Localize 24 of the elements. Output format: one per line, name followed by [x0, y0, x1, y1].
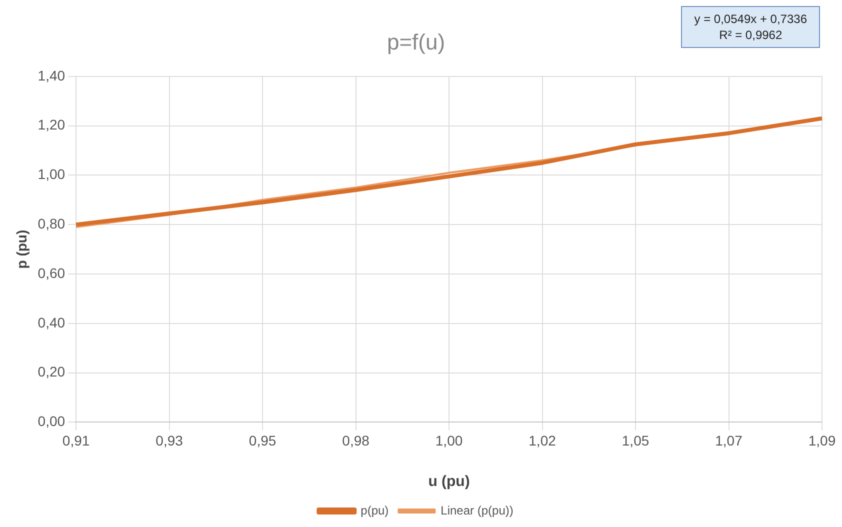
y-tick-label: 1,40 [38, 67, 66, 84]
y-tick-label: 1,20 [38, 116, 66, 133]
y-tick-label: 0,20 [38, 364, 66, 380]
legend-label: Linear (p(pu)) [440, 503, 514, 518]
x-tick-label: 1,07 [715, 432, 743, 448]
x-tick-label: 0,95 [248, 432, 276, 448]
y-tick-label: 1,00 [38, 166, 66, 182]
x-tick-label: 0,98 [342, 432, 370, 448]
x-tick-label: 0,93 [156, 432, 184, 448]
y-tick-label: 0,60 [38, 264, 66, 281]
legend-label: p(pu) [360, 503, 389, 518]
x-tick-label: 1,05 [622, 432, 650, 448]
x-tick-label: 1,02 [528, 432, 556, 448]
chart-title: p=f(u) [386, 29, 446, 54]
x-axis-title: u (pu) [428, 473, 470, 490]
y-tick-label: 0,00 [38, 413, 66, 430]
x-tick-label: 1,09 [808, 432, 836, 448]
y-axis-title: p (pu) [13, 230, 30, 269]
y-tick-label: 0,40 [38, 314, 66, 330]
x-tick-label: 0,91 [62, 432, 90, 448]
y-tick-label: 0,80 [38, 215, 66, 232]
text: R² = 0,9962 [718, 27, 784, 43]
text: y = 0,0549x + 0,7336 [694, 11, 807, 27]
x-tick-label: 1,00 [435, 432, 463, 448]
